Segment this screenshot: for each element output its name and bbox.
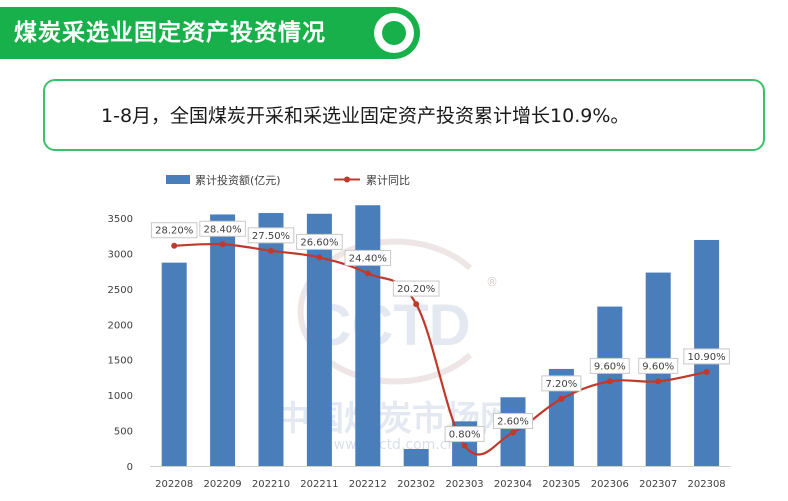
x-tick-label: 202210 [252,479,290,490]
growth-point-202211 [316,254,323,261]
section-title-bar: 煤炭采选业固定资产投资情况 [0,7,420,59]
registered-icon: ® [486,275,498,289]
data-label-box [638,357,679,374]
growth-point-202302 [413,301,420,308]
data-label-box [247,227,295,244]
section-title: 煤炭采选业固定资产投资情况 [14,20,326,46]
growth-point-202305 [558,395,565,402]
growth-point-202304 [510,429,516,436]
data-label-text: 20.20% [397,284,435,295]
chart-legend: 累计投资额(亿元) 累计同比 [166,173,410,187]
y-axis: 0 500 1000 1500 2000 2500 3000 3500 [108,214,133,473]
summary-text: 1-8月，全国煤炭开采和采选业固定资产投资累计增长10.9%。 [101,105,630,127]
y-tick-label: 3500 [108,214,133,225]
x-tick-label: 202303 [446,479,484,490]
line-data-labels: 28.20% 28.40% 27.50% 26.60% 24.40% 20.20% 0.80… [150,220,730,443]
data-label-text: 10.90% [688,352,726,363]
data-label-box [541,375,582,392]
growth-point-202303 [461,442,468,449]
data-label-text: 2.60% [497,416,529,427]
y-tick-label: 2000 [108,320,133,331]
data-label-202305: 7.20% [541,375,582,392]
data-label-text: 7.20% [546,379,578,390]
data-label-202210: 27.50% [247,227,295,244]
data-label-box [444,426,485,443]
data-label-box [392,280,440,297]
data-label-202209: 28.40% [199,220,246,237]
legend-bar-swatch [166,175,190,184]
data-label-text: 0.80% [449,430,481,441]
data-label-text: 28.40% [204,224,242,235]
x-tick-label: 202304 [494,479,532,490]
bar-202306 [597,306,623,466]
data-label-text: 9.60% [594,361,626,372]
bar-202212 [355,205,381,466]
data-label-202308: 10.90% [683,348,730,365]
x-tick-label: 202211 [300,479,338,490]
data-label-box [589,357,630,374]
data-label-box [150,222,198,239]
y-tick-label: 0 [127,462,133,473]
data-label-text: 24.40% [349,253,387,264]
data-label-text: 27.50% [252,231,290,242]
data-label-box [344,249,392,266]
data-label-202304: 2.60% [493,412,533,429]
x-tick-label: 202302 [397,479,435,490]
x-tick-label: 202208 [155,479,193,490]
summary-box: 1-8月，全国煤炭开采和采选业固定资产投资累计增长10.9%。 [43,79,765,151]
data-label-text: 9.60% [642,361,674,372]
growth-point-202308 [703,368,710,375]
data-label-box [199,220,246,237]
legend-bar-label: 累计投资额(亿元) [195,173,281,187]
data-label-202302: 20.20% [392,280,440,297]
title-circle-inner-icon [382,21,406,45]
bar-202209 [210,214,236,466]
watermark-url: www.cctd.com.cn [334,437,457,453]
data-label-text: 28.20% [155,226,193,237]
data-label-box [296,233,343,250]
x-tick-label: 202209 [204,479,242,490]
watermark-arc [297,238,473,385]
y-tick-label: 1000 [108,391,133,402]
title-circle-icon [374,13,414,53]
y-tick-label: 1500 [108,356,133,367]
legend-line-label: 累计同比 [366,174,410,187]
growth-point-202212 [364,270,371,277]
x-tick-label: 202212 [349,479,387,490]
data-label-202307: 9.60% [638,357,679,374]
bar-202210 [258,213,284,466]
bar-202211 [306,213,332,466]
bar-202208 [161,262,187,466]
y-tick-label: 3000 [108,249,133,260]
growth-point-202306 [606,378,613,385]
data-label-202208: 28.20% [150,222,198,239]
growth-point-202209 [219,241,226,248]
watermark-logo: CCTD [309,293,470,358]
data-label-202306: 9.60% [589,357,630,374]
x-tick-label: 202307 [639,479,677,490]
data-label-text: 26.60% [300,237,338,248]
growth-point-202208 [171,242,178,249]
data-label-box [683,348,730,365]
data-label-202211: 26.60% [296,233,343,250]
x-tick-label: 202308 [688,479,726,490]
y-tick-label: 2500 [108,285,133,296]
data-label-202303: 0.80% [444,426,485,443]
data-label-box [493,412,533,429]
x-tick-label: 202305 [542,479,580,490]
growth-point-202210 [268,247,274,254]
line-series [171,241,710,456]
bar-series [161,205,720,466]
x-axis: 202208 202209 202210 202211 202212 202302 2023… [150,466,731,490]
growth-point-202307 [655,378,662,385]
bar-202302 [403,448,429,466]
legend-line-marker [344,176,350,183]
y-tick-label: 500 [114,427,133,438]
x-tick-label: 202306 [591,479,629,490]
data-label-202212: 24.40% [344,249,392,266]
